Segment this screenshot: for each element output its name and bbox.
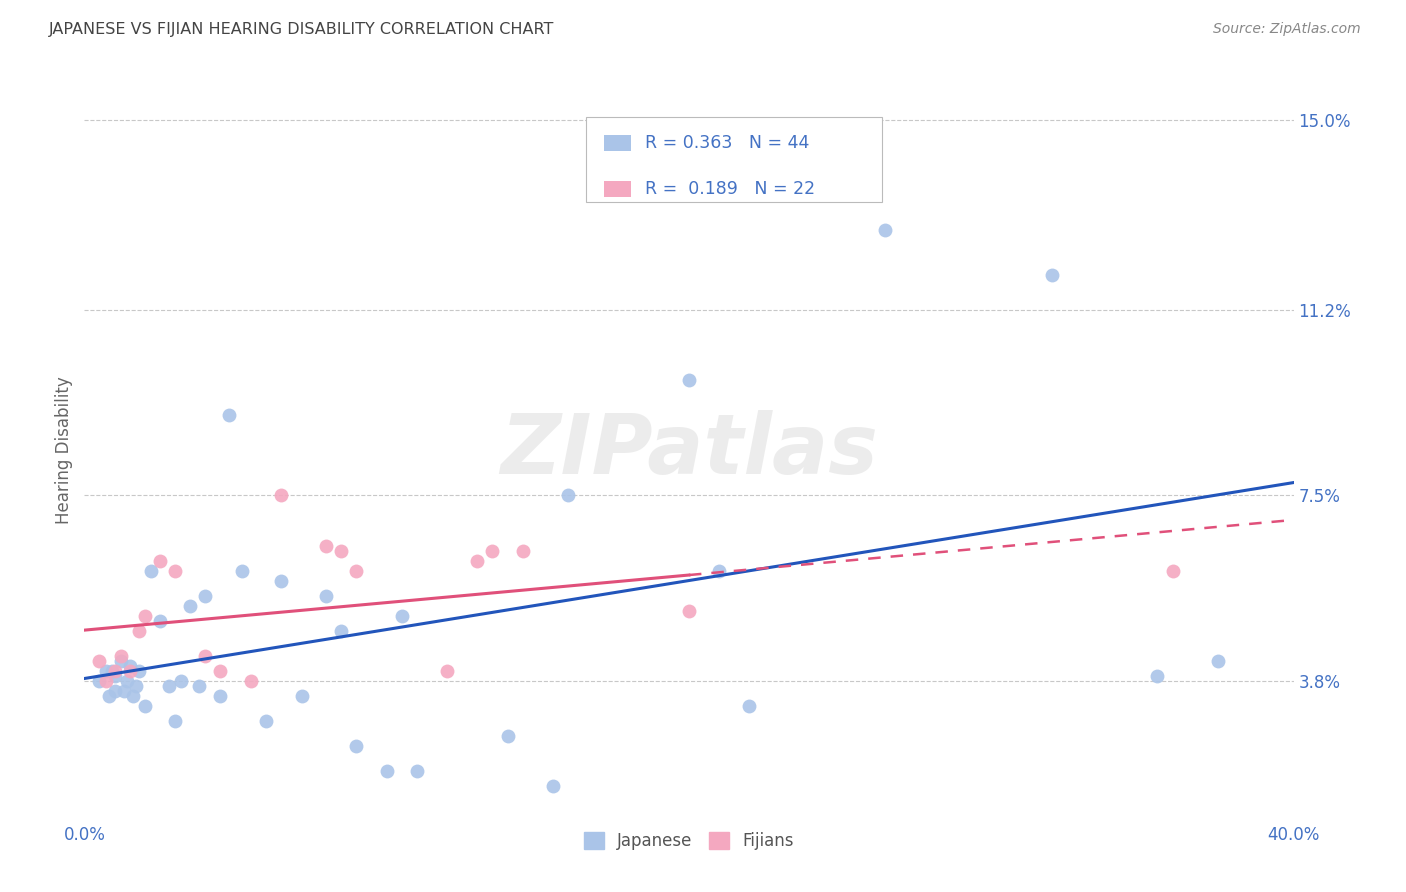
- Point: [134, 698, 156, 713]
- Point: [346, 564, 368, 578]
- Point: [254, 714, 277, 728]
- Point: [270, 488, 292, 502]
- Point: [330, 543, 353, 558]
- Point: [128, 664, 150, 678]
- Point: [1040, 268, 1063, 283]
- Point: [436, 664, 458, 678]
- FancyBboxPatch shape: [586, 118, 883, 202]
- Point: [118, 658, 141, 673]
- Point: [346, 739, 368, 753]
- Point: [97, 689, 120, 703]
- FancyBboxPatch shape: [605, 135, 631, 152]
- Point: [209, 664, 232, 678]
- Point: [375, 764, 398, 778]
- Point: [512, 543, 534, 558]
- Point: [467, 553, 489, 567]
- Point: [104, 664, 127, 678]
- Point: [315, 589, 337, 603]
- Point: [125, 679, 148, 693]
- Point: [738, 698, 761, 713]
- Point: [149, 553, 172, 567]
- Point: [541, 779, 564, 793]
- Point: [496, 729, 519, 743]
- Text: R = 0.363   N = 44: R = 0.363 N = 44: [645, 134, 810, 153]
- Point: [1146, 668, 1168, 682]
- Point: [875, 223, 897, 237]
- Point: [89, 673, 111, 688]
- Point: [139, 564, 162, 578]
- FancyBboxPatch shape: [605, 181, 631, 197]
- Point: [157, 679, 180, 693]
- Point: [165, 714, 187, 728]
- Point: [170, 673, 193, 688]
- Point: [678, 603, 700, 617]
- Point: [188, 679, 211, 693]
- Point: [315, 539, 337, 553]
- Point: [165, 564, 187, 578]
- Point: [678, 373, 700, 387]
- Point: [239, 673, 262, 688]
- Point: [115, 673, 138, 688]
- Point: [270, 574, 292, 588]
- Point: [481, 543, 503, 558]
- Point: [110, 654, 132, 668]
- Point: [291, 689, 314, 703]
- Text: Source: ZipAtlas.com: Source: ZipAtlas.com: [1213, 22, 1361, 37]
- Point: [104, 683, 127, 698]
- Text: ZIPatlas: ZIPatlas: [501, 410, 877, 491]
- Y-axis label: Hearing Disability: Hearing Disability: [55, 376, 73, 524]
- Point: [89, 654, 111, 668]
- Point: [406, 764, 429, 778]
- Point: [94, 673, 117, 688]
- Point: [128, 624, 150, 638]
- Point: [100, 664, 122, 678]
- Point: [179, 599, 201, 613]
- Point: [391, 608, 413, 623]
- Point: [134, 608, 156, 623]
- Point: [231, 564, 253, 578]
- Point: [94, 664, 117, 678]
- Point: [121, 689, 143, 703]
- Point: [118, 664, 141, 678]
- Point: [112, 683, 135, 698]
- Point: [104, 668, 127, 682]
- Point: [149, 614, 172, 628]
- Point: [194, 589, 217, 603]
- Point: [209, 689, 232, 703]
- Point: [110, 648, 132, 663]
- Point: [1161, 564, 1184, 578]
- Point: [218, 409, 240, 423]
- Point: [194, 648, 217, 663]
- Point: [709, 564, 731, 578]
- Point: [557, 488, 579, 502]
- Text: JAPANESE VS FIJIAN HEARING DISABILITY CORRELATION CHART: JAPANESE VS FIJIAN HEARING DISABILITY CO…: [49, 22, 554, 37]
- Point: [330, 624, 353, 638]
- Point: [1206, 654, 1229, 668]
- Text: R =  0.189   N = 22: R = 0.189 N = 22: [645, 180, 815, 198]
- Legend: Japanese, Fijians: Japanese, Fijians: [578, 825, 800, 856]
